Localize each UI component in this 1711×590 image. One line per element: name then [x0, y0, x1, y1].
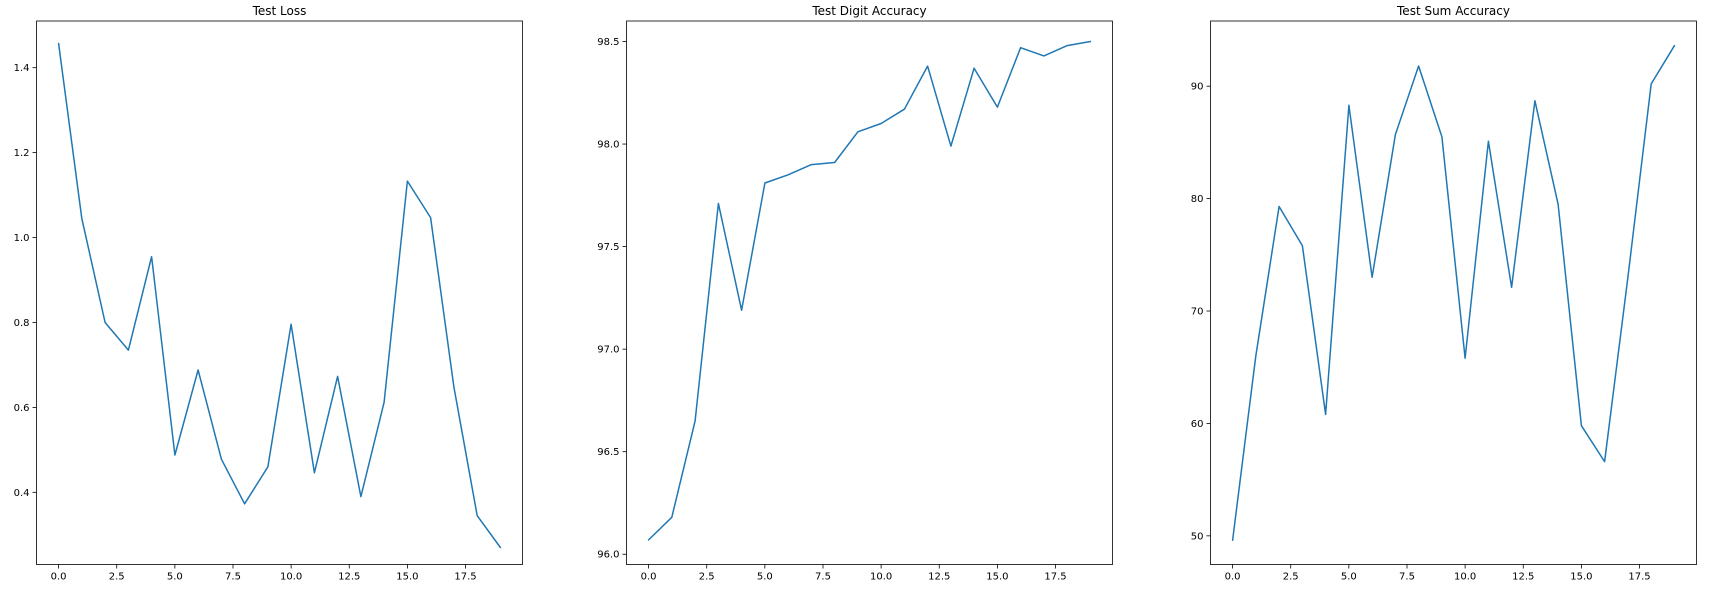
- x-tick-label: 7.5: [815, 572, 831, 583]
- x-tick-label: 12.5: [338, 572, 360, 583]
- y-tick-label: 70: [1191, 307, 1204, 318]
- plot-frame: [626, 20, 1113, 565]
- y-tick-label: 80: [1191, 194, 1204, 205]
- y-tick-label: 96.5: [597, 447, 619, 458]
- x-tick-label: 17.5: [454, 572, 476, 583]
- x-tick-label: 2.5: [1283, 572, 1299, 583]
- y-tick-label: 97.0: [597, 345, 619, 356]
- x-tick-label: 2.5: [109, 572, 125, 583]
- series-line: [57, 42, 502, 549]
- x-tick-label: 2.5: [699, 572, 715, 583]
- y-tick-label: 98.0: [597, 140, 619, 151]
- x-tick-label: 12.5: [1512, 572, 1534, 583]
- plot-frame: [36, 20, 523, 565]
- x-tick-label: 17.5: [1044, 572, 1066, 583]
- plot-frame: [1210, 20, 1697, 565]
- x-tick-label: 5.0: [1341, 572, 1357, 583]
- x-tick-label: 10.0: [870, 572, 892, 583]
- x-tick-label: 0.0: [1225, 572, 1241, 583]
- x-tick-label: 5.0: [167, 572, 183, 583]
- y-tick-label: 1.2: [14, 148, 30, 159]
- chart-panel-1: Test Loss 0.0 2.5 5.0 7.5 10.0 12.5 15.0 17.5 0.4…: [14, 4, 523, 583]
- x-tick-label: 7.5: [225, 572, 241, 583]
- chart-panel-2: Test Digit Accuracy 0.0 2.5 5.0 7.5 10.0 12.5 1…: [597, 4, 1113, 583]
- chart-title: Test Sum Accuracy: [1396, 4, 1510, 18]
- x-tick-label: 0.0: [641, 572, 657, 583]
- y-tick-label: 50: [1191, 531, 1204, 542]
- y-tick-label: 97.5: [597, 242, 619, 253]
- y-tick-label: 96.0: [597, 550, 619, 561]
- x-tick-label: 10.0: [280, 572, 302, 583]
- y-tick-label: 60: [1191, 419, 1204, 430]
- series-line: [1231, 44, 1676, 542]
- x-tick-label: 15.0: [396, 572, 418, 583]
- x-tick-label: 12.5: [928, 572, 950, 583]
- y-tick-label: 0.4: [14, 488, 30, 499]
- series-line: [647, 40, 1092, 541]
- x-tick-label: 15.0: [986, 572, 1008, 583]
- x-tick-label: 15.0: [1570, 572, 1592, 583]
- chart-title: Test Digit Accuracy: [811, 4, 926, 18]
- x-tick-label: 17.5: [1628, 572, 1650, 583]
- x-tick-label: 7.5: [1399, 572, 1415, 583]
- x-tick-label: 0.0: [51, 572, 67, 583]
- y-tick-label: 1.4: [14, 63, 30, 74]
- y-tick-label: 0.6: [14, 403, 30, 414]
- x-tick-label: 10.0: [1454, 572, 1476, 583]
- chart-panel-3: Test Sum Accuracy 0.0 2.5 5.0 7.5 10.0 12.5 15.…: [1191, 4, 1697, 583]
- y-tick-label: 90: [1191, 82, 1204, 93]
- y-tick-label: 1.0: [14, 233, 30, 244]
- x-tick-label: 5.0: [757, 572, 773, 583]
- y-tick-label: 0.8: [14, 318, 30, 329]
- y-tick-label: 98.5: [597, 37, 619, 48]
- chart-title: Test Loss: [252, 4, 307, 18]
